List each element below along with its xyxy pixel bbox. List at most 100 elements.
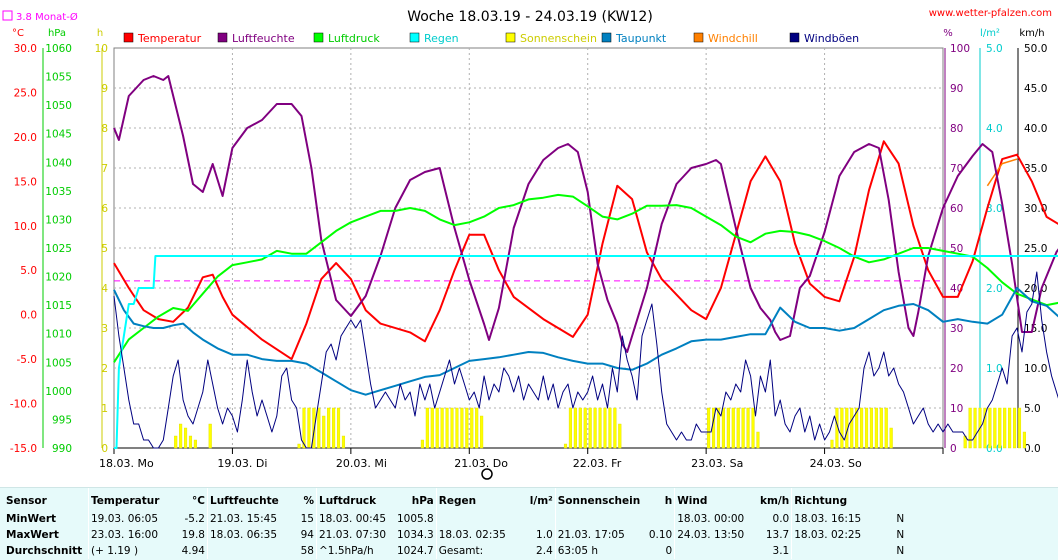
- sun-unit-header: h: [664, 495, 673, 507]
- pressure-trend: ^1.5hPa/h: [316, 543, 395, 559]
- sunshine-bar: [297, 443, 301, 449]
- sunshine-bar: [830, 439, 834, 449]
- time-cursor-icon[interactable]: [481, 468, 493, 480]
- sun-tick-label: 10: [95, 43, 108, 55]
- pressure-tick-label: 1010: [45, 329, 72, 341]
- x-tick-label: 21.03. Do: [454, 457, 508, 470]
- pressure-tick-label: 1005: [45, 357, 72, 369]
- sun-total: 63:05 h: [554, 543, 643, 559]
- sunshine-bar: [608, 407, 612, 449]
- site-url[interactable]: www.wetter-pfalzen.com: [929, 8, 1052, 19]
- sun-tick-label: 3: [101, 323, 108, 335]
- x-tick-label: 20.03. Mi: [336, 457, 387, 470]
- legend-label: Sonnenschein: [520, 32, 597, 45]
- sunshine-bar: [183, 427, 188, 449]
- sunshine-bar: [341, 435, 346, 449]
- sun-tick-label: 5: [101, 243, 108, 255]
- legend-label: Luftfeuchte: [232, 32, 295, 45]
- chart-background: [0, 0, 1058, 487]
- pressure-tick-label: 1050: [45, 100, 72, 112]
- wind-value: 3.1: [772, 545, 790, 557]
- wind-time: 24.03. 13:50: [674, 527, 754, 543]
- pressure-time: 21.03. 07:30: [316, 527, 395, 543]
- sunshine-bar: [968, 407, 972, 449]
- humidity-time: 18.03. 06:35: [207, 527, 288, 543]
- humidity-time: [207, 543, 288, 559]
- humidity-tick-label: 90: [950, 83, 963, 95]
- statistics-table: Sensor Temperatur °C Luftfeuchte % Luftd…: [0, 488, 906, 559]
- sun-tick-label: 4: [101, 283, 108, 295]
- humidity-unit-header: %: [303, 495, 314, 507]
- temp-tick-label: -10.0: [10, 399, 37, 411]
- temperatur-line: [113, 140, 1058, 361]
- temp-unit-label: °C: [12, 28, 24, 39]
- statistics-panel: Sensor Temperatur °C Luftfeuchte % Luftd…: [0, 487, 1058, 560]
- sunshine-bar: [435, 407, 439, 449]
- pressure-time: 18.03. 00:45: [316, 511, 395, 527]
- pressure-value: 1005.8: [397, 513, 434, 525]
- weather-chart: Woche 18.03.19 - 24.03.19 (KW12) www.wet…: [0, 0, 1058, 487]
- humidity-tick-label: 0: [950, 443, 957, 455]
- wind-unit-header: km/h: [759, 495, 790, 507]
- data-lines: [113, 75, 1058, 449]
- direction-value: N: [896, 513, 905, 525]
- sunshine-bar: [332, 407, 336, 449]
- sunshine-bar: [756, 431, 760, 449]
- luftdruck-line: [113, 193, 1058, 363]
- sunshine-bar: [998, 407, 1002, 449]
- sunshine-bar: [746, 407, 750, 449]
- regen-line: [114, 255, 1058, 449]
- legend-swatch: [313, 32, 324, 43]
- sunshine-bar: [973, 407, 977, 449]
- sunshine-bar: [480, 415, 484, 449]
- rain-value: 1.0: [536, 529, 553, 541]
- sun-tick-label: 6: [101, 203, 108, 215]
- humidity-unit-label: %: [943, 28, 953, 39]
- sunshine-bar: [312, 407, 316, 449]
- sunshine-bar: [475, 407, 479, 449]
- sunshine-bar: [188, 435, 193, 449]
- sunshine-bar: [174, 435, 178, 449]
- luftfeuchte-line: [113, 75, 1058, 353]
- temp-tick-label: 5.0: [20, 265, 37, 277]
- pressure-tick-label: 1055: [45, 72, 72, 84]
- sunshine-bar: [721, 407, 725, 449]
- temp-value: 4.94: [181, 545, 205, 557]
- sunshine-bar: [741, 407, 745, 449]
- legend-label: Temperatur: [137, 32, 202, 45]
- chart-title: Woche 18.03.19 - 24.03.19 (KW12): [407, 9, 653, 25]
- sunshine-bar: [864, 407, 869, 449]
- x-tick-label: 18.03. Mo: [99, 457, 154, 470]
- legend-swatch: [217, 32, 228, 43]
- sunshine-bar: [850, 407, 854, 449]
- legend-swatch: [601, 32, 612, 43]
- humidity-value: 15: [300, 513, 314, 525]
- sunshine-bar: [573, 407, 577, 449]
- rain-tick-label: 2.0: [986, 283, 1003, 295]
- sunshine-bar: [869, 407, 874, 449]
- rain-header: Regen: [435, 488, 515, 511]
- humidity-value: 94: [300, 529, 314, 541]
- sunshine-bar: [889, 427, 893, 449]
- temp-time: 19.03. 06:05: [88, 511, 163, 527]
- sunshine-bar: [603, 407, 607, 449]
- temp-tick-label: 0.0: [20, 310, 37, 322]
- legend-label: Taupunkt: [615, 32, 667, 45]
- sun-value: [642, 511, 675, 527]
- sunshine-bar: [455, 407, 459, 449]
- temp-tick-label: 30.0: [14, 43, 37, 55]
- taupunkt-line: [113, 287, 1058, 396]
- sun-tick-label: 0: [101, 443, 108, 455]
- pressure-tick-label: 1045: [45, 129, 72, 141]
- temp-tick-label: 25.0: [14, 87, 37, 99]
- temp-tick-label: -5.0: [17, 354, 38, 366]
- legend-swatch: [505, 32, 516, 43]
- sunshine-bar: [751, 407, 755, 449]
- wind-header: Wind: [674, 488, 754, 511]
- sunshine-bar: [327, 407, 331, 449]
- wind-tick-label: 5.0: [1024, 403, 1041, 415]
- stats-row-max: MaxWert 23.03. 16:00 19.8 18.03. 06:35 9…: [0, 527, 906, 543]
- wind-unit-label: km/h: [1019, 28, 1044, 39]
- pressure-tick-label: 1025: [45, 243, 72, 255]
- sunshine-bar: [1022, 431, 1026, 449]
